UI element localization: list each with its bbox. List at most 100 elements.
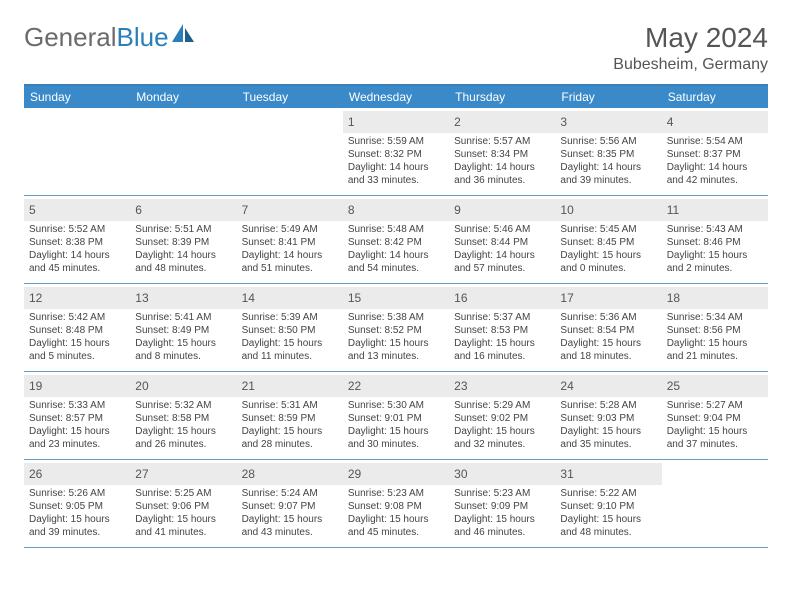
day-number-bar: 16 xyxy=(449,287,555,309)
day-number-bar: 27 xyxy=(130,463,236,485)
day-number: 24 xyxy=(560,379,573,393)
day-detail: Sunrise: 5:28 AMSunset: 9:03 PMDaylight:… xyxy=(560,399,656,451)
empty-cell xyxy=(24,108,130,195)
day-number: 29 xyxy=(348,467,361,481)
day-number: 5 xyxy=(29,203,36,217)
day-number: 2 xyxy=(454,115,461,129)
day-number-bar: 12 xyxy=(24,287,130,309)
day-number: 16 xyxy=(454,291,467,305)
day-detail: Sunrise: 5:24 AMSunset: 9:07 PMDaylight:… xyxy=(242,487,338,539)
day-detail: Sunrise: 5:23 AMSunset: 9:09 PMDaylight:… xyxy=(454,487,550,539)
day-cell: 22Sunrise: 5:30 AMSunset: 9:01 PMDayligh… xyxy=(343,372,449,459)
day-detail: Sunrise: 5:38 AMSunset: 8:52 PMDaylight:… xyxy=(348,311,444,363)
day-number-bar: 1 xyxy=(343,111,449,133)
day-number-bar: 24 xyxy=(555,375,661,397)
day-cell: 15 Sunrise: 5:38 AMSunset: 8:52 PMDayligh… xyxy=(343,284,449,371)
day-number: 18 xyxy=(667,291,680,305)
day-number-bar: 17 xyxy=(555,287,661,309)
day-number: 13 xyxy=(135,291,148,305)
week-row: 26Sunrise: 5:26 AMSunset: 9:05 PMDayligh… xyxy=(24,460,768,548)
day-detail: Sunrise: 5:43 AMSunset: 8:46 PMDaylight:… xyxy=(667,223,763,275)
location-title: Bubesheim, Germany xyxy=(613,56,768,74)
day-detail: Sunrise: 5:59 AMSunset: 8:32 PMDaylight:… xyxy=(348,135,444,187)
day-number: 11 xyxy=(667,203,679,217)
weekday-header: Thursday xyxy=(449,86,555,108)
day-cell: 28 Sunrise: 5:24 AMSunset: 9:07 PMDayligh… xyxy=(237,460,343,547)
day-number-bar: 25 xyxy=(662,375,768,397)
day-number-bar: 29 xyxy=(343,463,449,485)
day-number: 19 xyxy=(29,379,42,393)
day-cell: 13Sunrise: 5:41 AMSunset: 8:49 PMDayligh… xyxy=(130,284,236,371)
day-number-bar: 23 xyxy=(449,375,555,397)
day-detail: Sunrise: 5:29 AMSunset: 9:02 PMDaylight:… xyxy=(454,399,550,451)
day-number-bar: 22 xyxy=(343,375,449,397)
empty-cell xyxy=(130,108,236,195)
day-detail: Sunrise: 5:33 AMSunset: 8:57 PMDaylight:… xyxy=(29,399,125,451)
day-number: 21 xyxy=(242,379,255,393)
month-title: May 2024 xyxy=(613,22,768,54)
week-row: 5 Sunrise: 5:52 AMSunset: 8:38 PMDaylight… xyxy=(24,196,768,284)
day-detail: Sunrise: 5:27 AMSunset: 9:04 PMDaylight:… xyxy=(667,399,763,451)
day-detail: Sunrise: 5:23 AMSunset: 9:08 PMDaylight:… xyxy=(348,487,444,539)
day-number: 27 xyxy=(135,467,148,481)
day-number-bar: 15 xyxy=(343,287,449,309)
day-cell: 25Sunrise: 5:27 AMSunset: 9:04 PMDayligh… xyxy=(662,372,768,459)
day-number-bar: 9 xyxy=(449,199,555,221)
day-number: 23 xyxy=(454,379,467,393)
day-detail: Sunrise: 5:54 AMSunset: 8:37 PMDaylight:… xyxy=(667,135,763,187)
calendar-page: GeneralBlue May 2024 Bubesheim, Germany … xyxy=(0,0,792,548)
day-cell: 29 Sunrise: 5:23 AMSunset: 9:08 PMDayligh… xyxy=(343,460,449,547)
day-detail: Sunrise: 5:49 AMSunset: 8:41 PMDaylight:… xyxy=(242,223,338,275)
day-number: 7 xyxy=(242,203,249,217)
day-number: 28 xyxy=(242,467,255,481)
day-number: 8 xyxy=(348,203,355,217)
day-cell: 21Sunrise: 5:31 AMSunset: 8:59 PMDayligh… xyxy=(237,372,343,459)
day-cell: 1Sunrise: 5:59 AMSunset: 8:32 PMDaylight… xyxy=(343,108,449,195)
day-cell: 26Sunrise: 5:26 AMSunset: 9:05 PMDayligh… xyxy=(24,460,130,547)
day-number-bar: 3 xyxy=(555,111,661,133)
day-cell: 6Sunrise: 5:51 AMSunset: 8:39 PMDaylight… xyxy=(130,196,236,283)
day-number: 6 xyxy=(135,203,142,217)
day-detail: Sunrise: 5:57 AMSunset: 8:34 PMDaylight:… xyxy=(454,135,550,187)
day-detail: Sunrise: 5:37 AMSunset: 8:53 PMDaylight:… xyxy=(454,311,550,363)
day-detail: Sunrise: 5:45 AMSunset: 8:45 PMDaylight:… xyxy=(560,223,656,275)
day-number: 22 xyxy=(348,379,361,393)
day-number: 26 xyxy=(29,467,42,481)
day-number: 20 xyxy=(135,379,148,393)
day-detail: Sunrise: 5:34 AMSunset: 8:56 PMDaylight:… xyxy=(667,311,763,363)
day-detail: Sunrise: 5:32 AMSunset: 8:58 PMDaylight:… xyxy=(135,399,231,451)
day-detail: Sunrise: 5:46 AMSunset: 8:44 PMDaylight:… xyxy=(454,223,550,275)
day-number-bar: 6 xyxy=(130,199,236,221)
day-number-bar: 10 xyxy=(555,199,661,221)
day-number-bar: 18 xyxy=(662,287,768,309)
day-detail: Sunrise: 5:48 AMSunset: 8:42 PMDaylight:… xyxy=(348,223,444,275)
day-cell: 18 Sunrise: 5:34 AMSunset: 8:56 PMDayligh… xyxy=(662,284,768,371)
day-number: 14 xyxy=(242,291,255,305)
weekday-header: Tuesday xyxy=(237,86,343,108)
weekday-header: Friday xyxy=(555,86,661,108)
empty-cell xyxy=(662,460,768,547)
day-cell: 9 Sunrise: 5:46 AMSunset: 8:44 PMDaylight… xyxy=(449,196,555,283)
calendar-grid: SundayMondayTuesdayWednesdayThursdayFrid… xyxy=(24,84,768,548)
day-number-bar: 14 xyxy=(237,287,343,309)
day-number-bar: 31 xyxy=(555,463,661,485)
day-detail: Sunrise: 5:42 AMSunset: 8:48 PMDaylight:… xyxy=(29,311,125,363)
day-number-bar: 28 xyxy=(237,463,343,485)
day-number: 9 xyxy=(454,203,461,217)
day-detail: Sunrise: 5:36 AMSunset: 8:54 PMDaylight:… xyxy=(560,311,656,363)
day-number-bar: 11 xyxy=(662,199,768,221)
day-detail: Sunrise: 5:22 AMSunset: 9:10 PMDaylight:… xyxy=(560,487,656,539)
day-number-bar: 4 xyxy=(662,111,768,133)
day-number: 12 xyxy=(29,291,42,305)
day-detail: Sunrise: 5:52 AMSunset: 8:38 PMDaylight:… xyxy=(29,223,125,275)
logo-text-2: Blue xyxy=(117,22,169,53)
day-number: 15 xyxy=(348,291,361,305)
day-number: 17 xyxy=(560,291,573,305)
day-cell: 31Sunrise: 5:22 AMSunset: 9:10 PMDayligh… xyxy=(555,460,661,547)
weekday-header: Wednesday xyxy=(343,86,449,108)
day-cell: 14Sunrise: 5:39 AMSunset: 8:50 PMDayligh… xyxy=(237,284,343,371)
week-row: 12 Sunrise: 5:42 AMSunset: 8:48 PMDayligh… xyxy=(24,284,768,372)
day-cell: 12 Sunrise: 5:42 AMSunset: 8:48 PMDayligh… xyxy=(24,284,130,371)
day-number-bar: 7 xyxy=(237,199,343,221)
weekday-header-row: SundayMondayTuesdayWednesdayThursdayFrid… xyxy=(24,86,768,108)
